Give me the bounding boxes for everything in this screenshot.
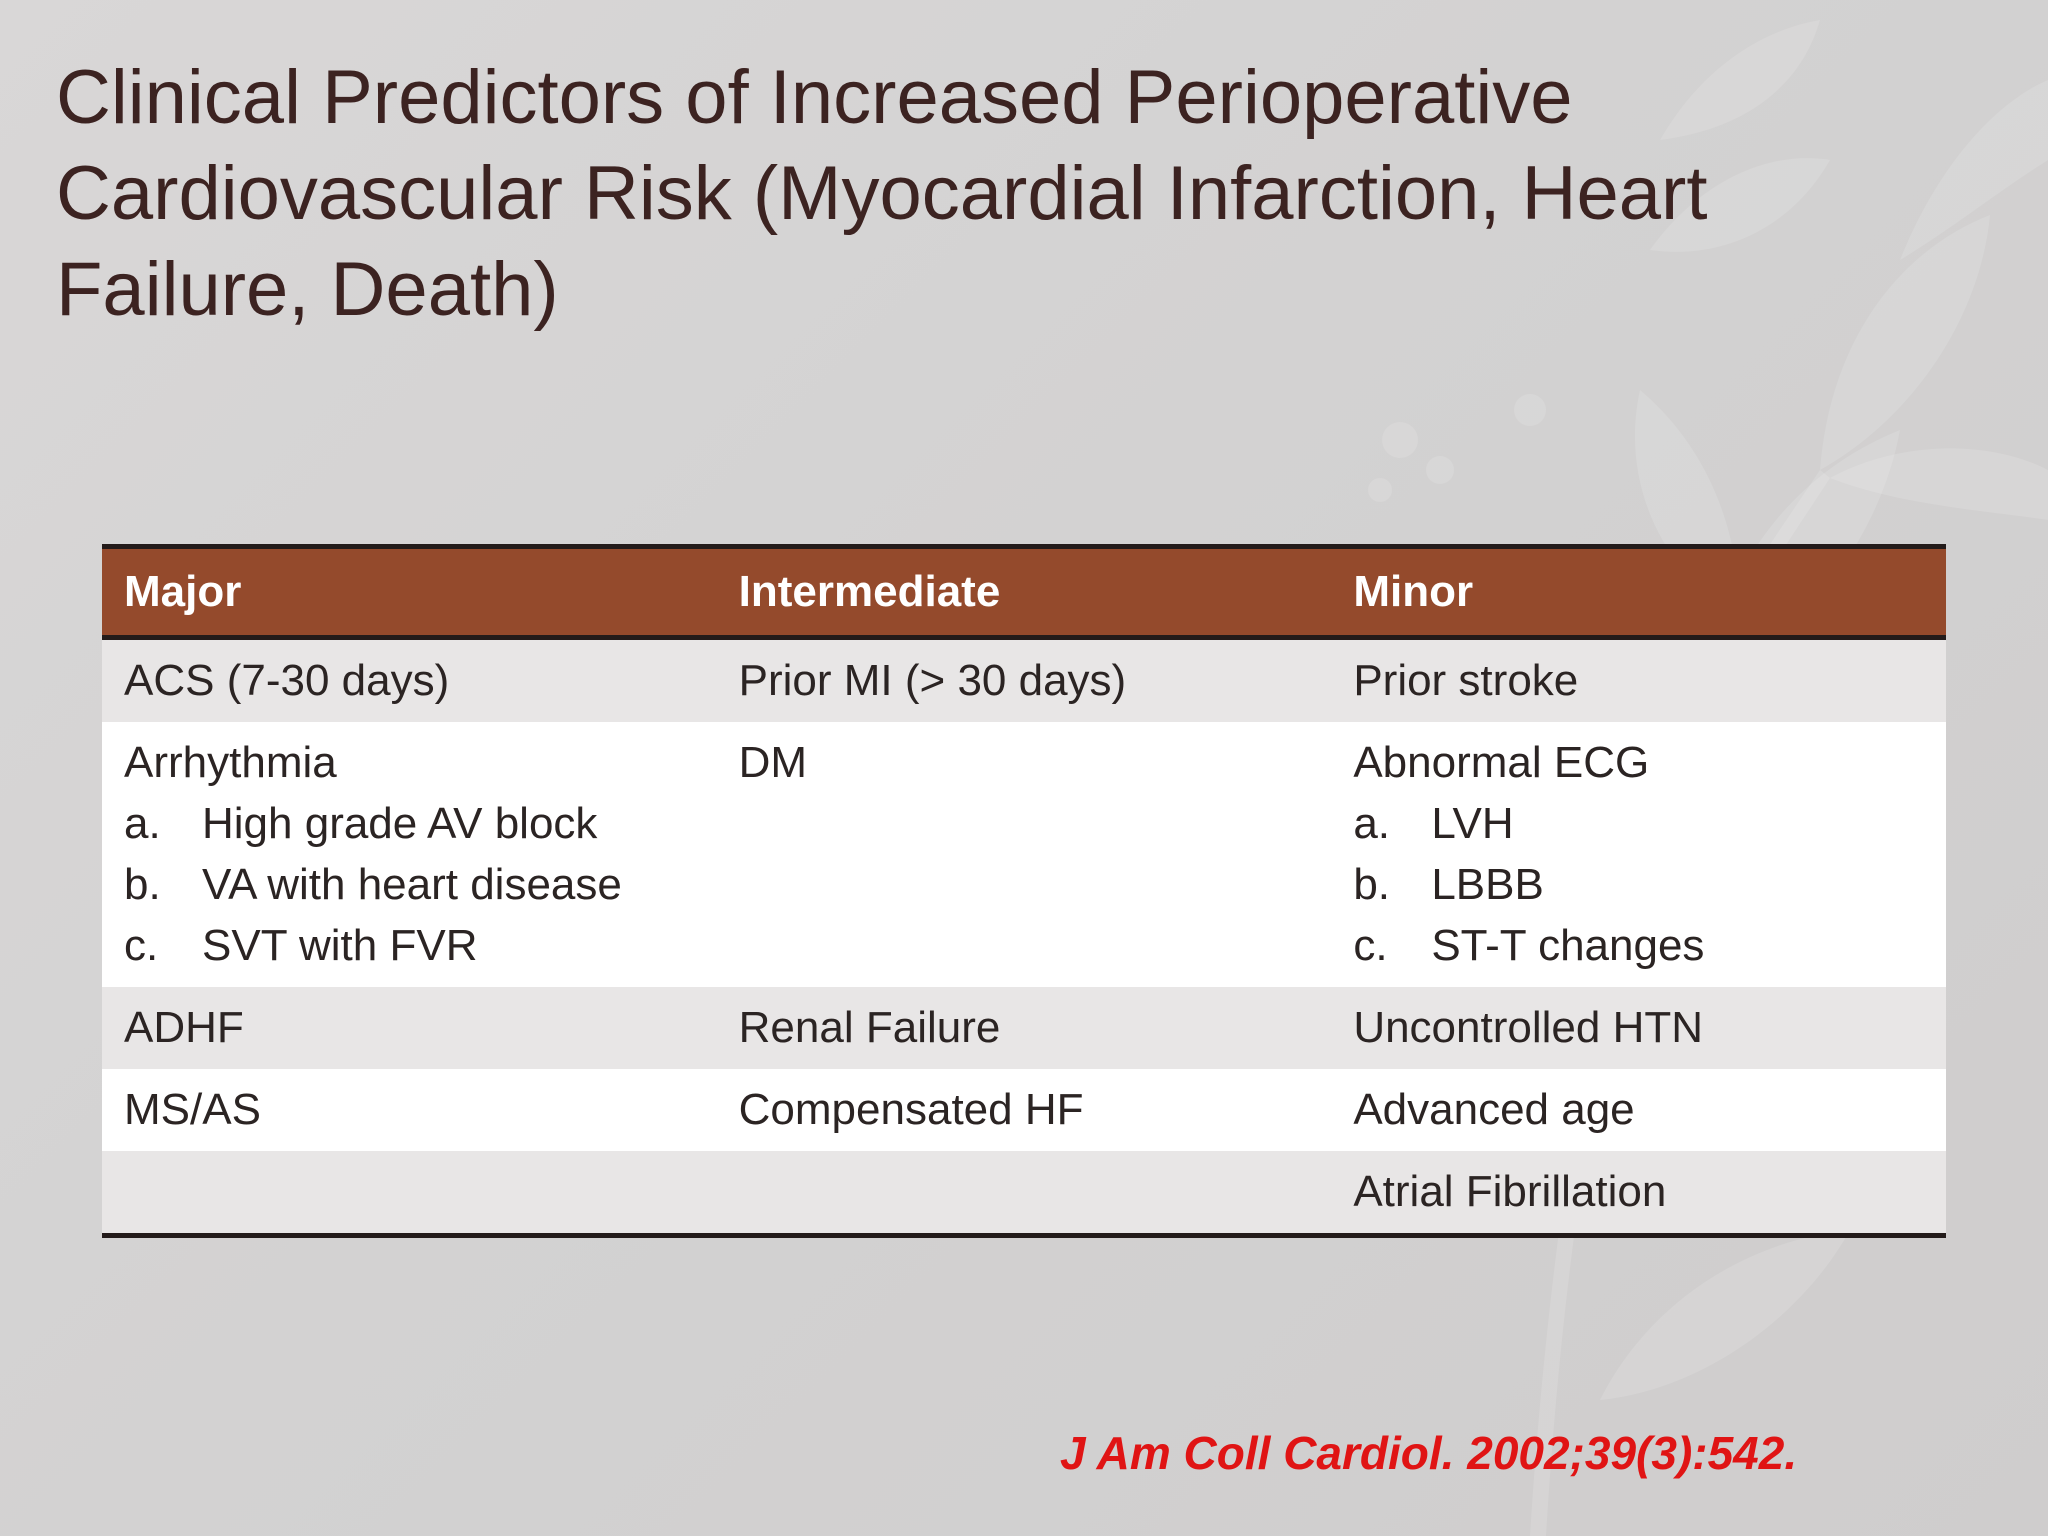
- header-intermediate: Intermediate: [716, 544, 1332, 640]
- sub-item: a. LVH: [1353, 793, 1924, 854]
- sub-item-marker: c.: [1353, 921, 1388, 970]
- cell-minor: Uncontrolled HTN: [1331, 987, 1946, 1069]
- title-line-2: Cardiovascular Risk (Myocardial Infarcti…: [56, 151, 1708, 236]
- cell-major-heading: Arrhythmia: [124, 738, 337, 787]
- sub-item-text: SVT with FVR: [202, 921, 478, 970]
- table-row: ADHF Renal Failure Uncontrolled HTN: [102, 987, 1946, 1069]
- sub-item: a. High grade AV block: [124, 793, 695, 854]
- cell-major: MS/AS: [102, 1069, 717, 1151]
- sub-item-text: LVH: [1431, 799, 1514, 848]
- cell-minor: Abnormal ECG a. LVH b. LBBB c. ST-T changes: [1331, 722, 1946, 987]
- cell-minor: Atrial Fibrillation: [1331, 1151, 1946, 1238]
- cell-major: ADHF: [102, 987, 717, 1069]
- sub-item-text: High grade AV block: [202, 799, 598, 848]
- table-header-row: Major Intermediate Minor: [102, 544, 1946, 640]
- sub-item: c. ST-T changes: [1353, 915, 1924, 976]
- sub-item-text: ST-T changes: [1431, 921, 1705, 970]
- cell-minor: Prior stroke: [1331, 637, 1946, 722]
- title-line-1: Clinical Predictors of Increased Periope…: [56, 55, 1573, 140]
- cell-major: Arrhythmia a. High grade AV block b. VA wi…: [102, 722, 717, 987]
- sub-item-text: VA with heart disease: [202, 860, 622, 909]
- sub-item: b. LBBB: [1353, 854, 1924, 915]
- cell-intermediate: Prior MI (> 30 days): [716, 637, 1332, 722]
- cell-intermediate: Compensated HF: [716, 1069, 1332, 1151]
- sub-item-marker: a.: [1353, 799, 1391, 848]
- title-line-3: Failure, Death): [56, 247, 559, 332]
- sub-item: b. VA with heart disease: [124, 854, 695, 915]
- sub-item-marker: b.: [124, 860, 161, 909]
- cell-intermediate: DM: [716, 722, 1332, 987]
- sub-item-marker: c.: [124, 921, 159, 970]
- header-minor: Minor: [1331, 544, 1946, 640]
- sub-item-marker: b.: [1353, 860, 1391, 909]
- header-major: Major: [102, 544, 717, 640]
- citation-reference: J Am Coll Cardiol. 2002;39(3):542.: [1060, 1427, 1798, 1479]
- sub-item: c. SVT with FVR: [124, 915, 695, 976]
- table-row: ACS (7-30 days) Prior MI (> 30 days) Pri…: [102, 637, 1946, 722]
- sub-item-marker: a.: [124, 799, 161, 848]
- cell-intermediate: [716, 1151, 1332, 1238]
- table-row: Atrial Fibrillation: [102, 1151, 1946, 1238]
- table-row: Arrhythmia a. High grade AV block b. VA wi…: [102, 722, 1946, 987]
- risk-predictors-table: Major Intermediate Minor ACS (7-30 days)…: [102, 544, 1946, 1238]
- table-row: MS/AS Compensated HF Advanced age: [102, 1069, 1946, 1151]
- cell-minor: Advanced age: [1331, 1069, 1946, 1151]
- cell-major: ACS (7-30 days): [102, 637, 717, 722]
- cell-major: [102, 1151, 717, 1238]
- cell-minor-heading: Abnormal ECG: [1353, 738, 1650, 787]
- slide-title: Clinical Predictors of Increased Periope…: [56, 50, 1816, 338]
- cell-intermediate: Renal Failure: [716, 987, 1332, 1069]
- sub-item-text: LBBB: [1431, 860, 1544, 909]
